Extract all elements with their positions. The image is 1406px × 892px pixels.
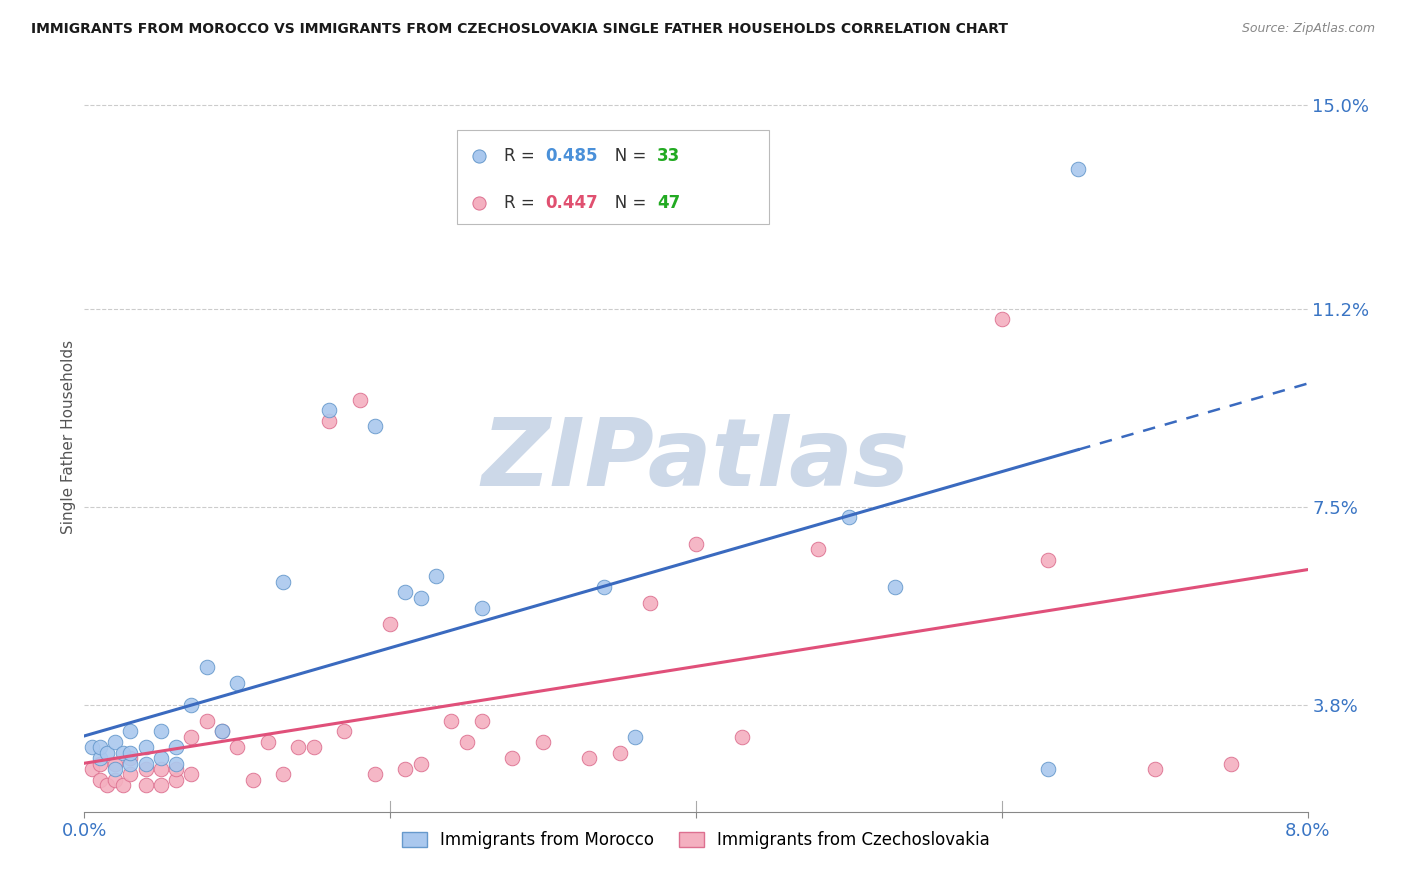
Point xyxy=(135,762,157,776)
Point xyxy=(89,772,111,787)
Point xyxy=(165,756,187,771)
Point xyxy=(120,724,142,739)
Point xyxy=(195,660,218,674)
Text: N =: N = xyxy=(599,194,652,212)
Point xyxy=(149,751,172,765)
Point xyxy=(165,740,187,755)
Point xyxy=(89,740,111,755)
Point xyxy=(364,419,387,434)
Text: R =: R = xyxy=(503,147,540,165)
FancyBboxPatch shape xyxy=(457,130,769,224)
Text: 33: 33 xyxy=(657,147,681,165)
Point xyxy=(104,762,127,776)
Point xyxy=(731,730,754,744)
Point xyxy=(1036,553,1059,567)
Text: IMMIGRANTS FROM MOROCCO VS IMMIGRANTS FROM CZECHOSLOVAKIA SINGLE FATHER HOUSEHOL: IMMIGRANTS FROM MOROCCO VS IMMIGRANTS FR… xyxy=(31,22,1008,37)
Point xyxy=(180,767,202,781)
Point xyxy=(149,778,172,792)
Point xyxy=(302,740,325,755)
Point xyxy=(180,730,202,744)
Point xyxy=(502,751,524,765)
Point xyxy=(80,762,103,776)
Point xyxy=(89,751,111,765)
Y-axis label: Single Father Households: Single Father Households xyxy=(60,340,76,534)
Point xyxy=(149,724,172,739)
Point xyxy=(838,510,860,524)
Point xyxy=(318,414,340,428)
Text: N =: N = xyxy=(599,147,652,165)
Point xyxy=(1220,756,1243,771)
Point xyxy=(609,746,631,760)
Point xyxy=(120,767,142,781)
Point xyxy=(1036,762,1059,776)
Point xyxy=(257,735,280,749)
Point xyxy=(409,756,432,771)
Point xyxy=(104,756,127,771)
Point xyxy=(471,601,494,615)
Point xyxy=(394,762,416,776)
Point xyxy=(211,724,233,739)
Point xyxy=(104,735,127,749)
Point xyxy=(111,778,134,792)
Point xyxy=(165,762,187,776)
Point xyxy=(135,740,157,755)
Point xyxy=(135,756,157,771)
Point xyxy=(1143,762,1166,776)
Point xyxy=(149,762,172,776)
Text: 0.485: 0.485 xyxy=(546,147,598,165)
Point xyxy=(409,591,432,605)
Point xyxy=(226,740,249,755)
Point xyxy=(333,724,356,739)
Point xyxy=(80,740,103,755)
Point xyxy=(593,580,616,594)
Point xyxy=(807,542,830,557)
Point xyxy=(211,724,233,739)
Point xyxy=(104,772,127,787)
Point xyxy=(531,735,554,749)
Text: ZIPatlas: ZIPatlas xyxy=(482,414,910,506)
Point xyxy=(685,537,707,551)
Point xyxy=(440,714,463,728)
Point xyxy=(96,778,118,792)
Text: 47: 47 xyxy=(657,194,681,212)
Point xyxy=(883,580,905,594)
Point xyxy=(96,746,118,760)
Point xyxy=(471,714,494,728)
Point xyxy=(120,756,142,771)
Point xyxy=(1067,162,1090,177)
Text: 0.447: 0.447 xyxy=(546,194,599,212)
Point xyxy=(180,698,202,712)
Point xyxy=(226,676,249,690)
Point xyxy=(456,735,478,749)
Point xyxy=(364,767,387,781)
Point xyxy=(380,617,402,632)
Point xyxy=(624,730,647,744)
Text: R =: R = xyxy=(503,194,540,212)
Point xyxy=(287,740,309,755)
Point xyxy=(135,778,157,792)
Point xyxy=(111,746,134,760)
Point xyxy=(195,714,218,728)
Point xyxy=(349,392,371,407)
Point xyxy=(89,756,111,771)
Point xyxy=(271,767,294,781)
Text: Source: ZipAtlas.com: Source: ZipAtlas.com xyxy=(1241,22,1375,36)
Point xyxy=(120,746,142,760)
Point xyxy=(120,751,142,765)
Point xyxy=(638,596,661,610)
Point xyxy=(991,312,1014,326)
Point xyxy=(578,751,600,765)
Point xyxy=(242,772,264,787)
Point xyxy=(165,772,187,787)
Legend: Immigrants from Morocco, Immigrants from Czechoslovakia: Immigrants from Morocco, Immigrants from… xyxy=(395,824,997,855)
Point xyxy=(271,574,294,589)
Point xyxy=(394,585,416,599)
Point xyxy=(318,403,340,417)
Point xyxy=(425,569,447,583)
